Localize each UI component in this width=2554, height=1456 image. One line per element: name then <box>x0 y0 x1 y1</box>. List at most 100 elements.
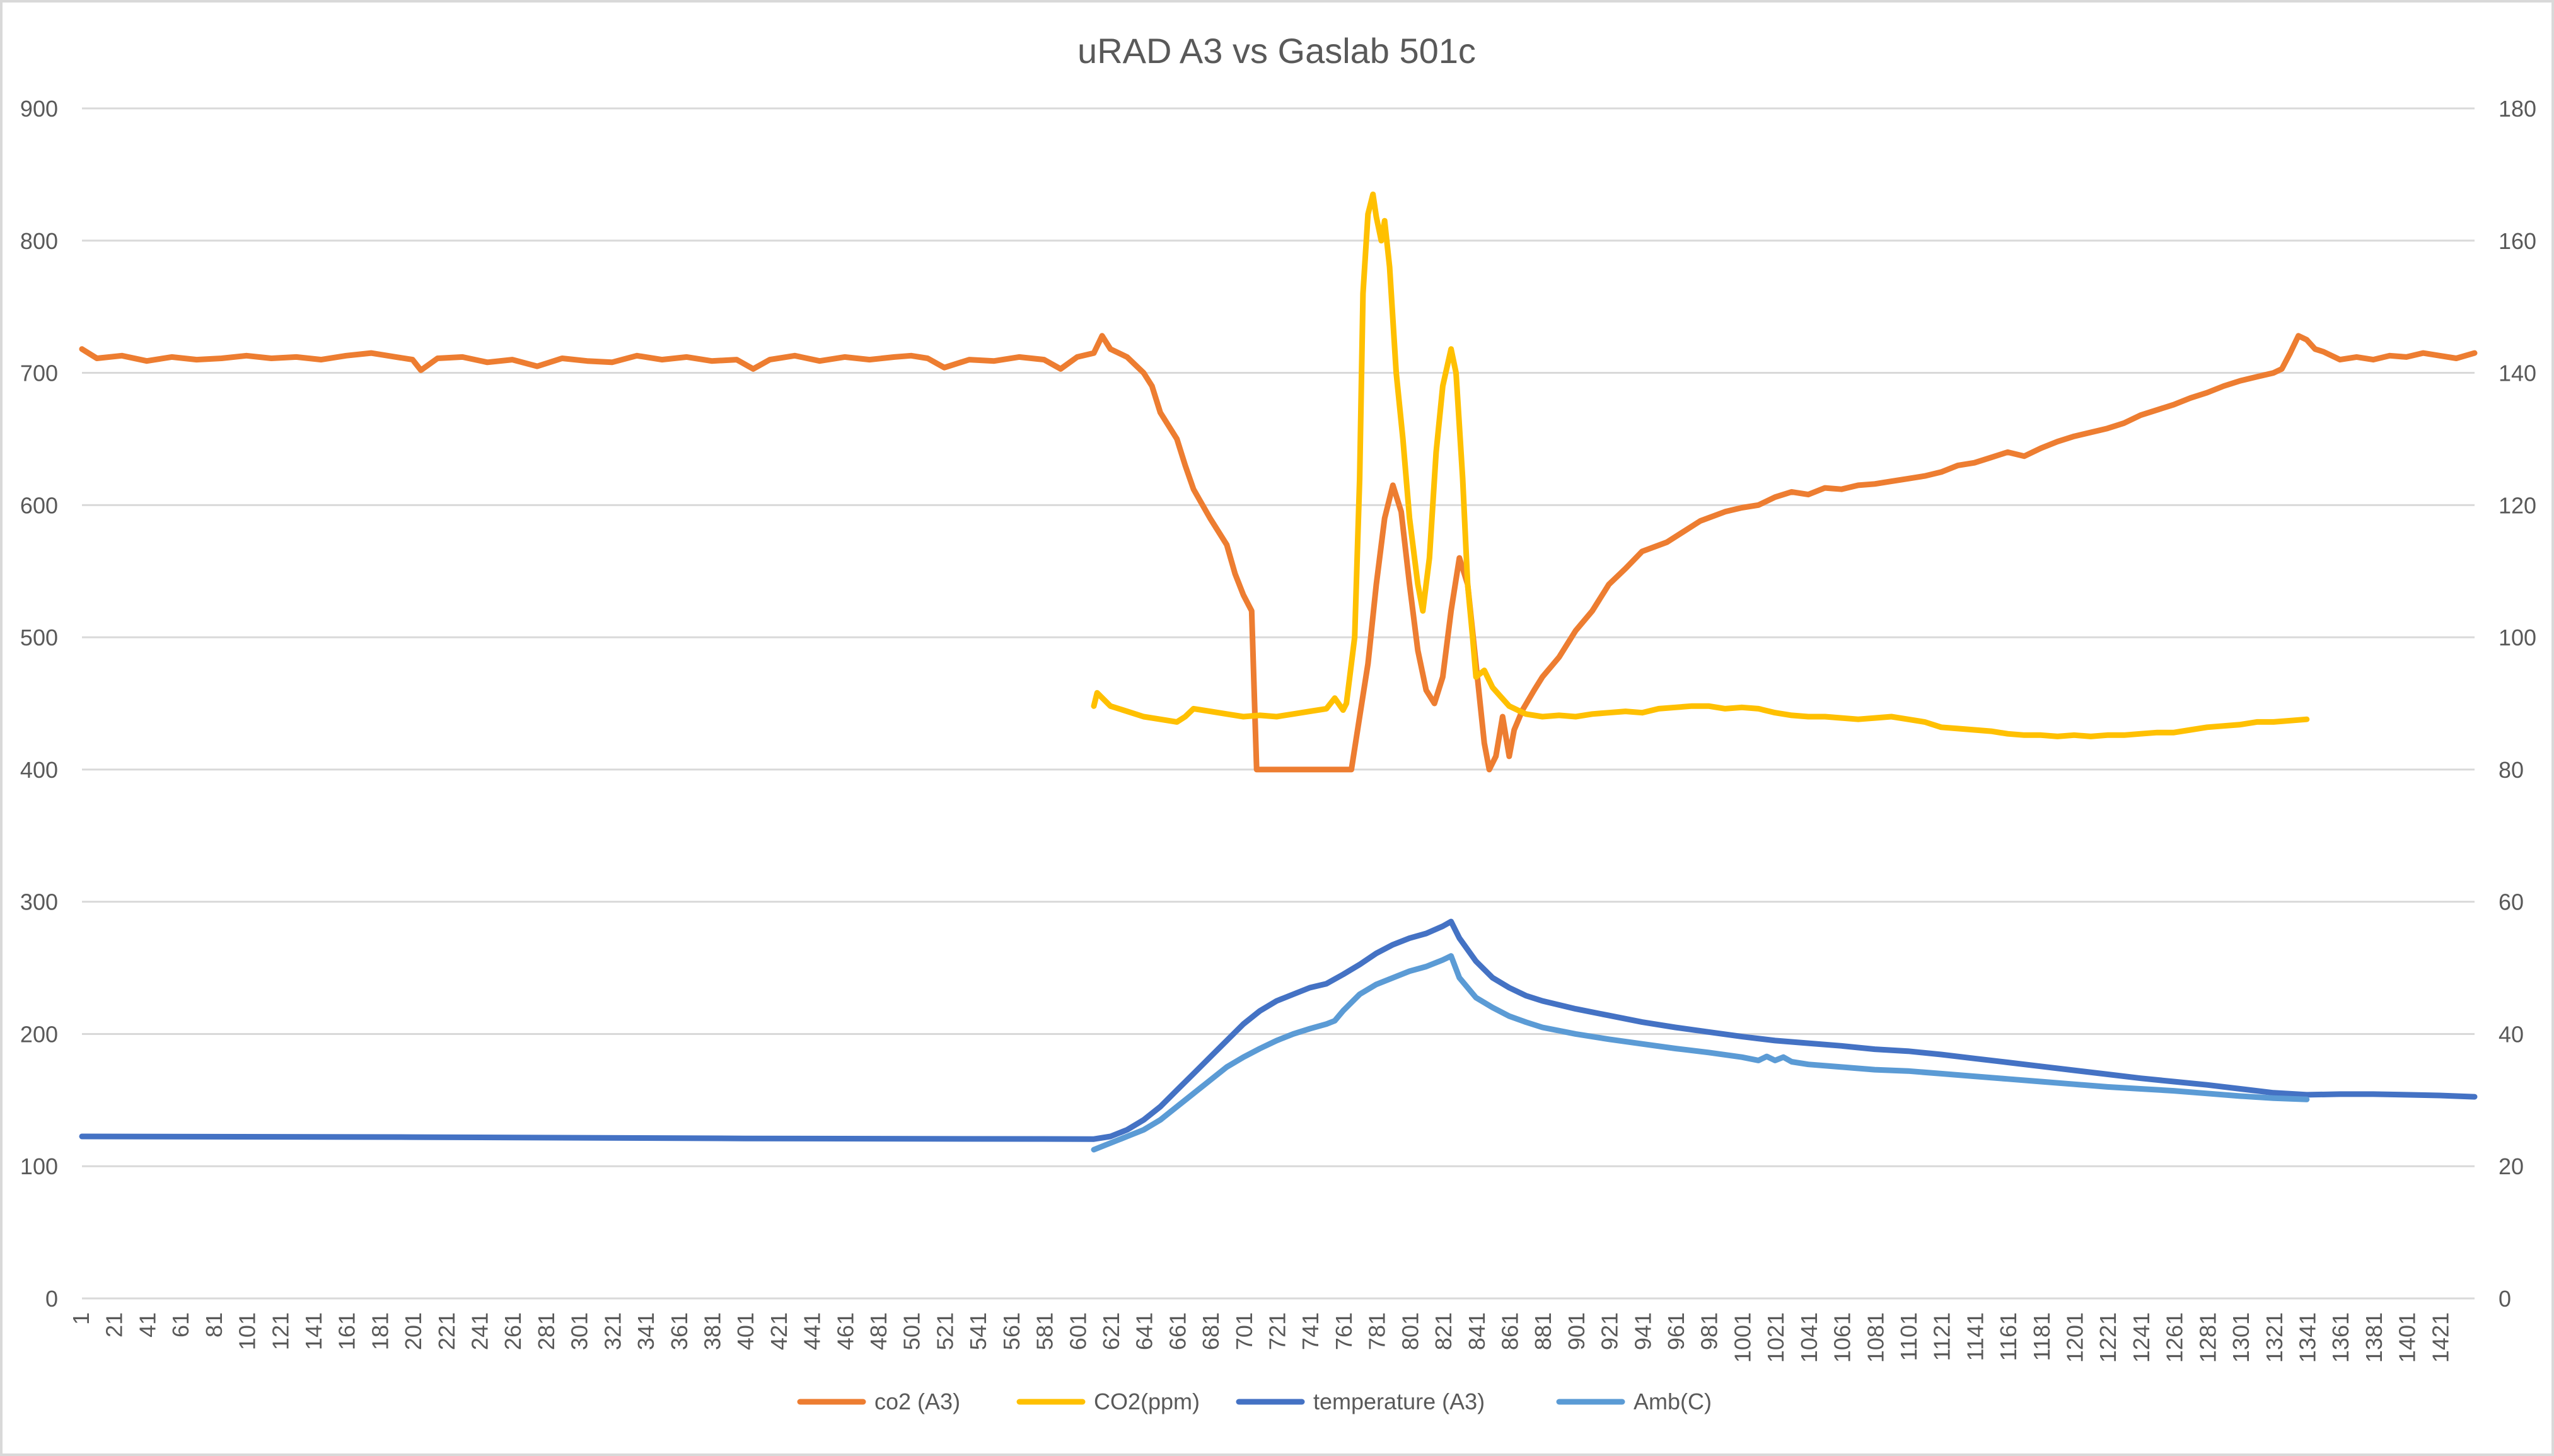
left-tick-label: 0 <box>45 1286 58 1312</box>
right-tick-label: 80 <box>2499 757 2524 783</box>
x-tick-label: 1281 <box>2195 1312 2220 1363</box>
x-tick-label: 841 <box>1464 1312 1490 1350</box>
x-tick-label: 941 <box>1630 1312 1656 1350</box>
x-tick-label: 1 <box>68 1312 94 1325</box>
x-tick-label: 1041 <box>1796 1312 1822 1363</box>
x-tick-label: 101 <box>235 1312 260 1350</box>
left-tick-label: 600 <box>20 492 58 518</box>
x-tick-label: 61 <box>168 1312 194 1338</box>
x-tick-label: 1101 <box>1896 1312 1922 1361</box>
x-tick-label: 581 <box>1032 1312 1058 1350</box>
x-tick-label: 1241 <box>2128 1312 2154 1363</box>
x-tick-label: 801 <box>1397 1312 1423 1350</box>
x-tick-label: 321 <box>600 1312 625 1350</box>
right-tick-label: 100 <box>2499 625 2536 650</box>
x-tick-label: 161 <box>334 1312 360 1350</box>
legend: co2 (A3) CO2(ppm) temperature (A3) Amb(C) <box>797 1389 1712 1414</box>
x-tick-label: 1181 <box>2029 1312 2055 1361</box>
x-tick-label: 861 <box>1497 1312 1523 1350</box>
x-tick-label: 41 <box>134 1312 160 1338</box>
x-tick-label: 1201 <box>2062 1312 2088 1363</box>
x-axis-ticks: 1 21 41 61 81 101 121 141 161 181 201 221 241 261 281 3… <box>68 1312 2453 1363</box>
x-tick-label: 601 <box>1065 1312 1091 1350</box>
x-tick-label: 681 <box>1198 1312 1224 1350</box>
x-tick-label: 1141 <box>1962 1312 1988 1361</box>
left-tick-label: 200 <box>20 1021 58 1047</box>
x-tick-label: 821 <box>1431 1312 1456 1350</box>
x-tick-label: 961 <box>1663 1312 1689 1350</box>
x-tick-label: 221 <box>434 1312 460 1350</box>
x-tick-label: 21 <box>102 1312 127 1338</box>
x-tick-label: 301 <box>567 1312 593 1350</box>
x-tick-label: 281 <box>533 1312 559 1350</box>
x-tick-label: 181 <box>367 1312 393 1350</box>
x-tick-label: 501 <box>899 1312 925 1350</box>
chart-title: uRAD A3 vs Gaslab 501c <box>1077 31 1476 71</box>
x-tick-label: 261 <box>500 1312 526 1350</box>
x-tick-label: 1321 <box>2261 1312 2287 1363</box>
x-tick-label: 721 <box>1265 1312 1291 1350</box>
x-tick-label: 1381 <box>2361 1312 2387 1363</box>
x-tick-label: 1001 <box>1729 1312 1755 1363</box>
right-tick-label: 20 <box>2499 1153 2524 1179</box>
x-tick-label: 1221 <box>2095 1312 2121 1363</box>
x-tick-label: 1061 <box>1830 1312 1855 1363</box>
right-tick-label: 60 <box>2499 889 2524 915</box>
x-tick-label: 641 <box>1132 1312 1158 1350</box>
x-tick-label: 541 <box>965 1312 991 1350</box>
x-tick-label: 661 <box>1164 1312 1190 1350</box>
x-tick-label: 201 <box>400 1312 426 1350</box>
series-line-temperature-a3 <box>79 918 2478 1142</box>
series-lines <box>79 191 2478 1153</box>
legend-label-amb-c: Amb(C) <box>1634 1389 1712 1414</box>
x-tick-label: 521 <box>932 1312 958 1350</box>
x-tick-label: 1161 <box>1995 1312 2021 1361</box>
x-tick-label: 901 <box>1564 1312 1589 1350</box>
x-tick-label: 141 <box>301 1312 327 1350</box>
left-tick-label: 500 <box>20 625 58 650</box>
left-tick-label: 800 <box>20 228 58 254</box>
x-tick-label: 341 <box>633 1312 659 1350</box>
right-tick-label: 140 <box>2499 361 2536 386</box>
x-tick-label: 561 <box>999 1312 1025 1350</box>
x-tick-label: 361 <box>666 1312 692 1350</box>
x-tick-label: 1121 <box>1929 1312 1955 1361</box>
x-tick-label: 1401 <box>2394 1312 2420 1363</box>
left-tick-label: 700 <box>20 361 58 386</box>
left-tick-label: 900 <box>20 96 58 122</box>
left-tick-label: 100 <box>20 1153 58 1179</box>
x-tick-label: 81 <box>201 1312 227 1338</box>
x-tick-label: 1261 <box>2162 1312 2188 1363</box>
series-line-co2-ppm <box>1091 191 2310 739</box>
x-tick-label: 121 <box>267 1312 293 1350</box>
x-tick-label: 1421 <box>2427 1312 2453 1363</box>
series-line-amb-c <box>1091 953 2310 1153</box>
x-tick-label: 881 <box>1530 1312 1556 1350</box>
right-axis-ticks: 0 20 40 60 80 100 120 140 160 180 <box>2499 96 2536 1312</box>
x-tick-label: 621 <box>1098 1312 1124 1350</box>
x-tick-label: 481 <box>866 1312 891 1350</box>
x-tick-label: 701 <box>1231 1312 1257 1350</box>
left-tick-label: 400 <box>20 757 58 783</box>
x-tick-label: 1301 <box>2228 1312 2254 1363</box>
legend-label-temperature-a3: temperature (A3) <box>1313 1389 1485 1414</box>
x-tick-label: 1341 <box>2294 1312 2320 1363</box>
x-tick-label: 461 <box>832 1312 858 1350</box>
x-tick-label: 441 <box>799 1312 825 1350</box>
x-tick-label: 1361 <box>2328 1312 2354 1363</box>
left-axis-ticks: 0 100 200 300 400 500 600 700 800 900 <box>20 96 58 1312</box>
x-tick-label: 921 <box>1597 1312 1623 1350</box>
x-tick-label: 741 <box>1297 1312 1323 1350</box>
x-tick-label: 241 <box>467 1312 493 1350</box>
x-tick-label: 1081 <box>1862 1312 1888 1363</box>
x-tick-label: 381 <box>699 1312 725 1350</box>
x-tick-label: 421 <box>766 1312 792 1350</box>
right-tick-label: 40 <box>2499 1021 2524 1047</box>
right-tick-label: 180 <box>2499 96 2536 122</box>
right-tick-label: 160 <box>2499 228 2536 254</box>
x-tick-label: 761 <box>1331 1312 1357 1350</box>
series-line-co2-a3 <box>79 333 2478 773</box>
legend-label-co2-ppm: CO2(ppm) <box>1094 1389 1200 1414</box>
